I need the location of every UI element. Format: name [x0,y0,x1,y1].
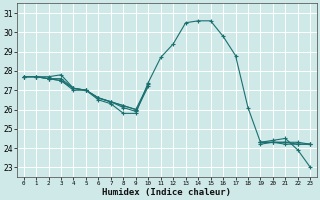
X-axis label: Humidex (Indice chaleur): Humidex (Indice chaleur) [102,188,231,197]
